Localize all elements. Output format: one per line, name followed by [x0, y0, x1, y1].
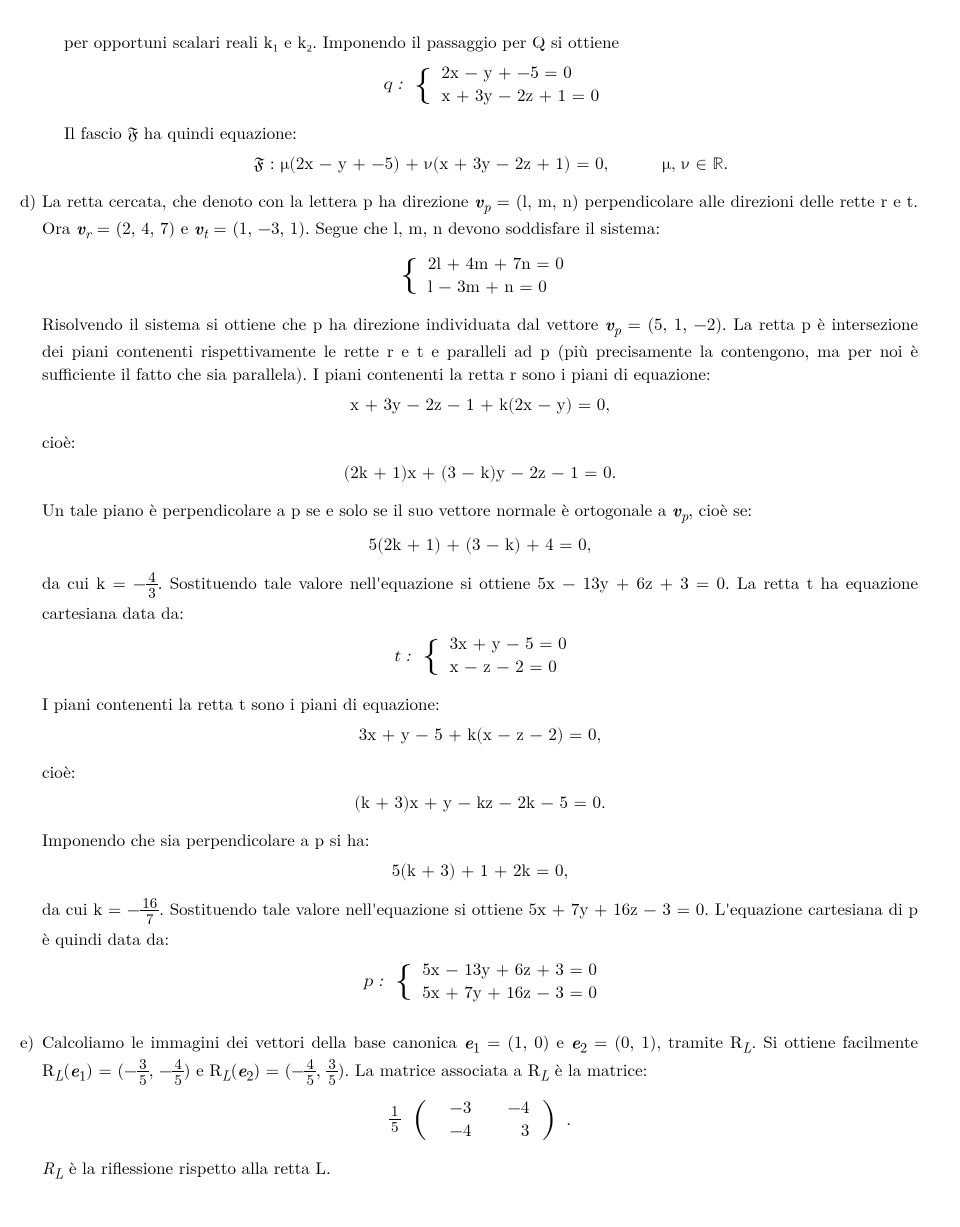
- equation-F: 𝔉 : μ(2x − y + −5) + ν(x + 3y − 2z + 1) …: [64, 154, 918, 177]
- eq-condition: μ, ν ∈ ℝ.: [662, 154, 728, 177]
- brace-icon: {: [400, 258, 418, 290]
- list-label-d: d): [20, 189, 42, 212]
- equation-system-lmn: { 2l + 4m + 7n = 0 l − 3m + n = 0: [42, 254, 918, 300]
- eq-line: 3x + y − 5 = 0: [450, 636, 567, 653]
- eq-line: 2l + 4m + 7n = 0: [428, 256, 564, 273]
- paragraph: Risolvendo il sistema si ottiene che p h…: [42, 312, 918, 385]
- equation: (2k + 1)x + (3 − k)y − 2z − 1 = 0.: [42, 463, 918, 486]
- matrix-cell: −3: [439, 1098, 471, 1121]
- paragraph: da cui k = −167. Sostituendo tale valore…: [42, 896, 918, 950]
- equation: 5(2k + 1) + (3 − k) + 4 = 0,: [42, 535, 918, 558]
- matrix-cell: −4: [497, 1098, 529, 1121]
- equation: x + 3y − 2z − 1 + k(2x − y) = 0,: [42, 395, 918, 418]
- list-label-e: e): [20, 1030, 42, 1053]
- matrix-cell: 3: [497, 1121, 529, 1144]
- equation: 5(k + 3) + 1 + 2k = 0,: [42, 861, 918, 884]
- equation: (k + 3)x + y − kz − 2k − 5 = 0.: [42, 793, 918, 816]
- eq-line: 5x − 13y + 6z + 3 = 0: [422, 962, 597, 979]
- brace-icon: {: [395, 964, 413, 996]
- brace-icon: {: [422, 639, 440, 671]
- eq-line: l − 3m + n = 0: [428, 279, 547, 296]
- paragraph: cioè:: [42, 430, 918, 453]
- eq-line: x + 3y − 2z + 1 = 0: [442, 88, 600, 105]
- paragraph: Calcoliamo le immagini dei vettori della…: [42, 1030, 918, 1089]
- eq-prefix: q :: [383, 74, 402, 97]
- eq-prefix: t :: [393, 646, 410, 669]
- matrix-cell: −4: [439, 1121, 471, 1144]
- equation: 3x + y − 5 + k(x − z − 2) = 0,: [42, 725, 918, 748]
- paragraph: per opportuni scalari reali k₁ e k₂. Imp…: [64, 30, 918, 53]
- equation-matrix: 1 5 ( −3−4 −43 ) .: [42, 1098, 918, 1144]
- eq-prefix: p :: [363, 971, 383, 994]
- eq-line: 2x − y + −5 = 0: [442, 65, 572, 82]
- paragraph: da cui k = −43. Sostituendo tale valore …: [42, 570, 918, 624]
- eq-line: 5x + 7y + 16z − 3 = 0: [422, 985, 597, 1002]
- brace-icon: {: [414, 68, 432, 100]
- paren-right-icon: ): [541, 1101, 557, 1135]
- eq-body: 𝔉 : μ(2x − y + −5) + ν(x + 3y − 2z + 1) …: [254, 156, 608, 173]
- paragraph: cioè:: [42, 760, 918, 783]
- paragraph: I piani contenenti la retta t sono i pia…: [42, 692, 918, 715]
- eq-line: x − z − 2 = 0: [450, 659, 557, 676]
- paragraph: Il fascio 𝔉 ha quindi equazione:: [64, 121, 918, 144]
- paragraph: Imponendo che sia perpendicolare a p si …: [42, 828, 918, 851]
- paragraph: Un tale piano è perpendicolare a p se e …: [42, 498, 918, 526]
- paragraph: RL è la riflessione rispetto alla retta …: [42, 1156, 918, 1184]
- period: .: [566, 1112, 571, 1129]
- equation-system-t: t : { 3x + y − 5 = 0 x − z − 2 = 0: [42, 634, 918, 680]
- equation-system-p: p : { 5x − 13y + 6z + 3 = 0 5x + 7y + 16…: [42, 960, 918, 1006]
- paren-left-icon: (: [412, 1101, 428, 1135]
- paragraph: La retta cercata, che denoto con la lett…: [42, 189, 918, 244]
- equation-system-q: q : { 2x − y + −5 = 0 x + 3y − 2z + 1 = …: [64, 63, 918, 109]
